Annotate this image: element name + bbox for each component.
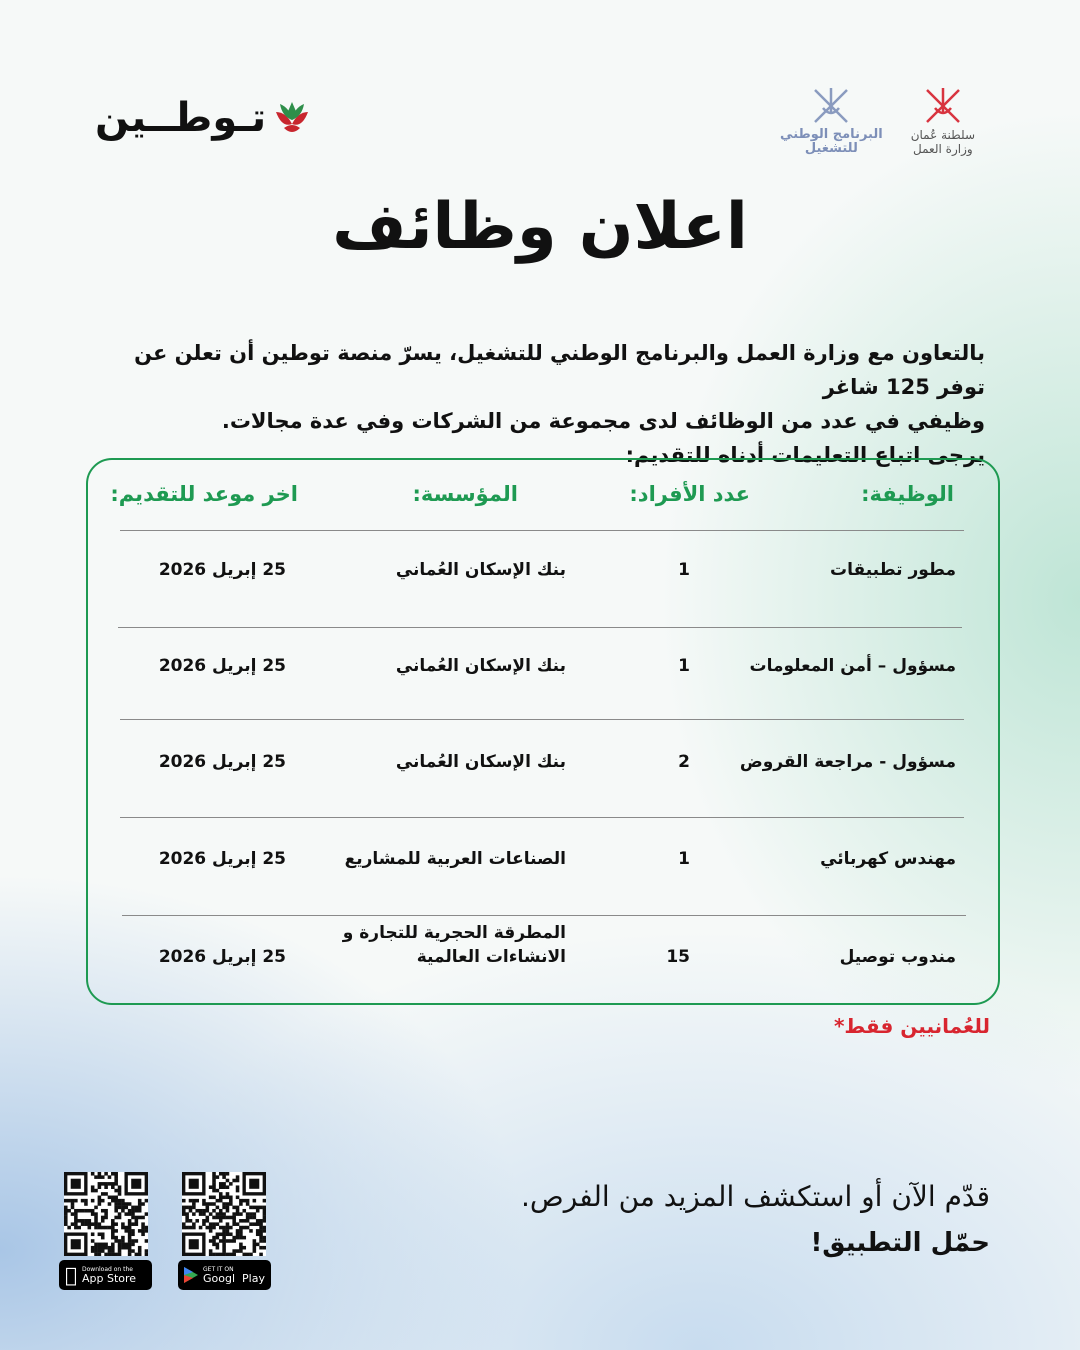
app-store-qr-code[interactable] [64,1172,148,1256]
row-divider [120,817,964,818]
cell-job: مسؤول - مراجعة القروض [739,752,956,772]
cta-text: قدّم الآن أو استكشف المزيد من الفرص. [521,1180,990,1213]
google-play-label: Googl Play [203,1271,265,1285]
download-app-text: حمّل التطبيق! [810,1228,990,1258]
cell-institution: الصناعات العربية للمشاريع [345,847,566,871]
intro-line1: بالتعاون مع وزارة العمل والبرنامج الوطني… [134,341,985,399]
ministry-of-labour-logo: سلطنة عُمان وزارة العمل [911,84,975,156]
cell-deadline: 25 إبريل 2026 [158,752,286,772]
institution-line1: بنك الإسكان العُماني [395,656,566,676]
google-play-badge[interactable]: GET IT ON Googl Play [178,1260,271,1290]
page-title: اعلان وظائف [332,190,748,264]
ministry-line2: وزارة العمل [913,142,973,156]
institution-line2: الانشاءات العالمية [416,947,566,967]
cell-count: 1 [678,656,690,676]
header-job: الوظيفة: [861,482,954,506]
app-store-label: App Store [70,1271,136,1285]
cell-deadline: 25 إبريل 2026 [158,560,286,580]
cell-deadline: 25 إبريل 2026 [158,849,286,869]
program-line2: للتشغيل [804,141,858,156]
header-deadline: اخر موعد للتقديم: [110,482,298,506]
cell-institution: المطرقة الحجرية للتجارة و الانشاءات العال… [343,921,566,969]
tawteen-leaf-icon [276,102,309,132]
cell-institution: بنك الإسكان العُماني [396,654,566,678]
cell-count: 15 [666,947,690,967]
cell-institution: بنك الإسكان العُماني [396,558,566,582]
institution-line1: الصناعات العربية للمشاريع [344,849,566,869]
row-divider [120,530,964,531]
institution-line1: بنك الإسكان العُماني [395,560,566,580]
ministry-line1: سلطنة عُمان [910,128,975,142]
cell-institution: بنك الإسكان العُماني [396,750,566,774]
apple-icon:  [65,1265,77,1285]
header-count: عدد الأفراد: [629,482,750,506]
google-play-icon [184,1267,198,1283]
cell-deadline: 25 إبريل 2026 [158,656,286,676]
khanjar-emblem-icon [814,88,849,123]
cell-count: 2 [678,752,690,772]
cell-job: مهندس كهربائي [820,849,956,869]
khanjar-emblem-icon [925,88,960,123]
row-divider [120,719,964,720]
app-store-small: Download on the [70,1265,133,1273]
row-divider [122,915,966,916]
national-employment-program-logo: البرنامج الوطني للتشغيل [780,84,883,156]
jobs-table: الوظيفة: عدد الأفراد: المؤسسة: اخر موعد … [86,458,1000,1005]
cell-count: 1 [678,560,690,580]
program-line1: البرنامج الوطني [780,127,883,142]
tawteen-logo: تـوطــين [95,95,312,141]
header-institution: المؤسسة: [412,482,518,506]
cell-count: 1 [678,849,690,869]
intro-line3: يرجى اتباع التعليمات أدناه للتقديم: [625,443,985,467]
google-play-small: GET IT ON [203,1265,234,1273]
cell-job: مطور تطبيقات [830,560,956,580]
institution-line1: بنك الإسكان العُماني [395,752,566,772]
row-divider [118,627,962,628]
institution-line1: المطرقة الحجرية للتجارة و [342,923,566,943]
google-play-qr-code[interactable] [182,1172,266,1256]
cell-job: مندوب توصيل [839,947,956,967]
partner-logos: سلطنة عُمان وزارة العمل البرنامج الوطني … [780,84,975,156]
intro-line2: وظيفي في عدد من الوظائف لدى مجموعة من ال… [221,409,985,433]
brand-name: تـوطــين [95,95,267,141]
intro-text: بالتعاون مع وزارة العمل والبرنامج الوطني… [125,336,985,472]
omanis-only-note: للعُمانيين فقط* [833,1014,990,1038]
cell-job: مسؤول – أمن المعلومات [749,656,957,676]
cell-deadline: 25 إبريل 2026 [158,947,286,967]
